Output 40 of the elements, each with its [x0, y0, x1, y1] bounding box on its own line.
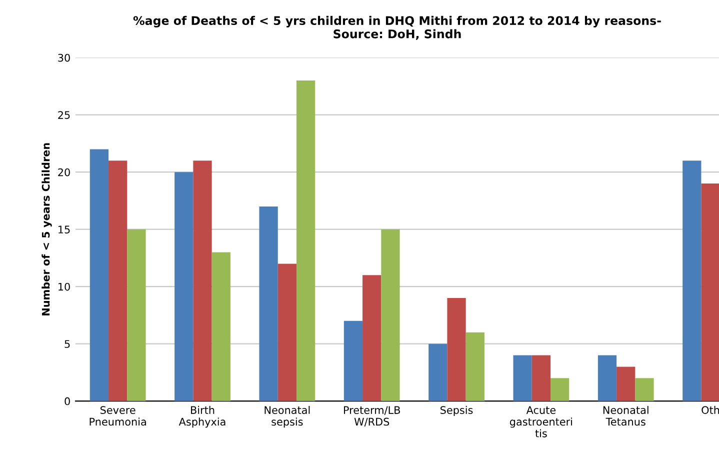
bar [174, 172, 194, 402]
bar [296, 80, 316, 402]
bar [278, 264, 296, 402]
x-tick-label: Oth [702, 406, 719, 414]
bar [381, 229, 400, 402]
x-tick-label: Acute gastroenteri tis [510, 406, 572, 438]
bar [513, 355, 532, 402]
x-tick-label: Severe Pneumonia [90, 406, 146, 426]
bar [532, 355, 551, 402]
y-tick-label: 25 [58, 111, 70, 119]
bar [635, 378, 654, 402]
y-axis-title: Number of < 5 years Children [42, 143, 52, 316]
chart-title: %age of Deaths of < 5 yrs children in DHQ Mithi from 2012 to 2014 by reasons- Source: DoH, Sindh [133, 16, 661, 40]
x-tick-label: Birth Asphyxia [178, 406, 226, 428]
x-tick-label: Neonatal Tetanus [603, 406, 648, 426]
bar [212, 252, 230, 402]
bar [598, 355, 617, 402]
bar [428, 344, 448, 402]
bar [259, 206, 278, 402]
bar [466, 332, 484, 402]
y-tick-label: 20 [58, 168, 70, 176]
bar [193, 160, 212, 402]
y-tick-label: 15 [58, 226, 70, 234]
bar [701, 184, 719, 402]
bar [447, 298, 466, 402]
bar [344, 320, 363, 402]
bar [108, 160, 128, 402]
x-tick-label: Neonatal sepsis [264, 406, 310, 428]
bar [682, 160, 702, 402]
bar [362, 275, 382, 402]
y-tick-label: 10 [58, 282, 70, 291]
bar [616, 366, 636, 402]
x-tick-label: Sepsis [440, 406, 473, 416]
bar [550, 378, 570, 402]
y-tick-label: 0 [64, 397, 70, 406]
x-tick-label: Preterm/LB W/RDS [344, 406, 400, 426]
y-tick-label: 30 [58, 54, 70, 62]
bar [90, 149, 109, 402]
bar [127, 229, 146, 402]
y-tick-label: 5 [64, 340, 70, 348]
